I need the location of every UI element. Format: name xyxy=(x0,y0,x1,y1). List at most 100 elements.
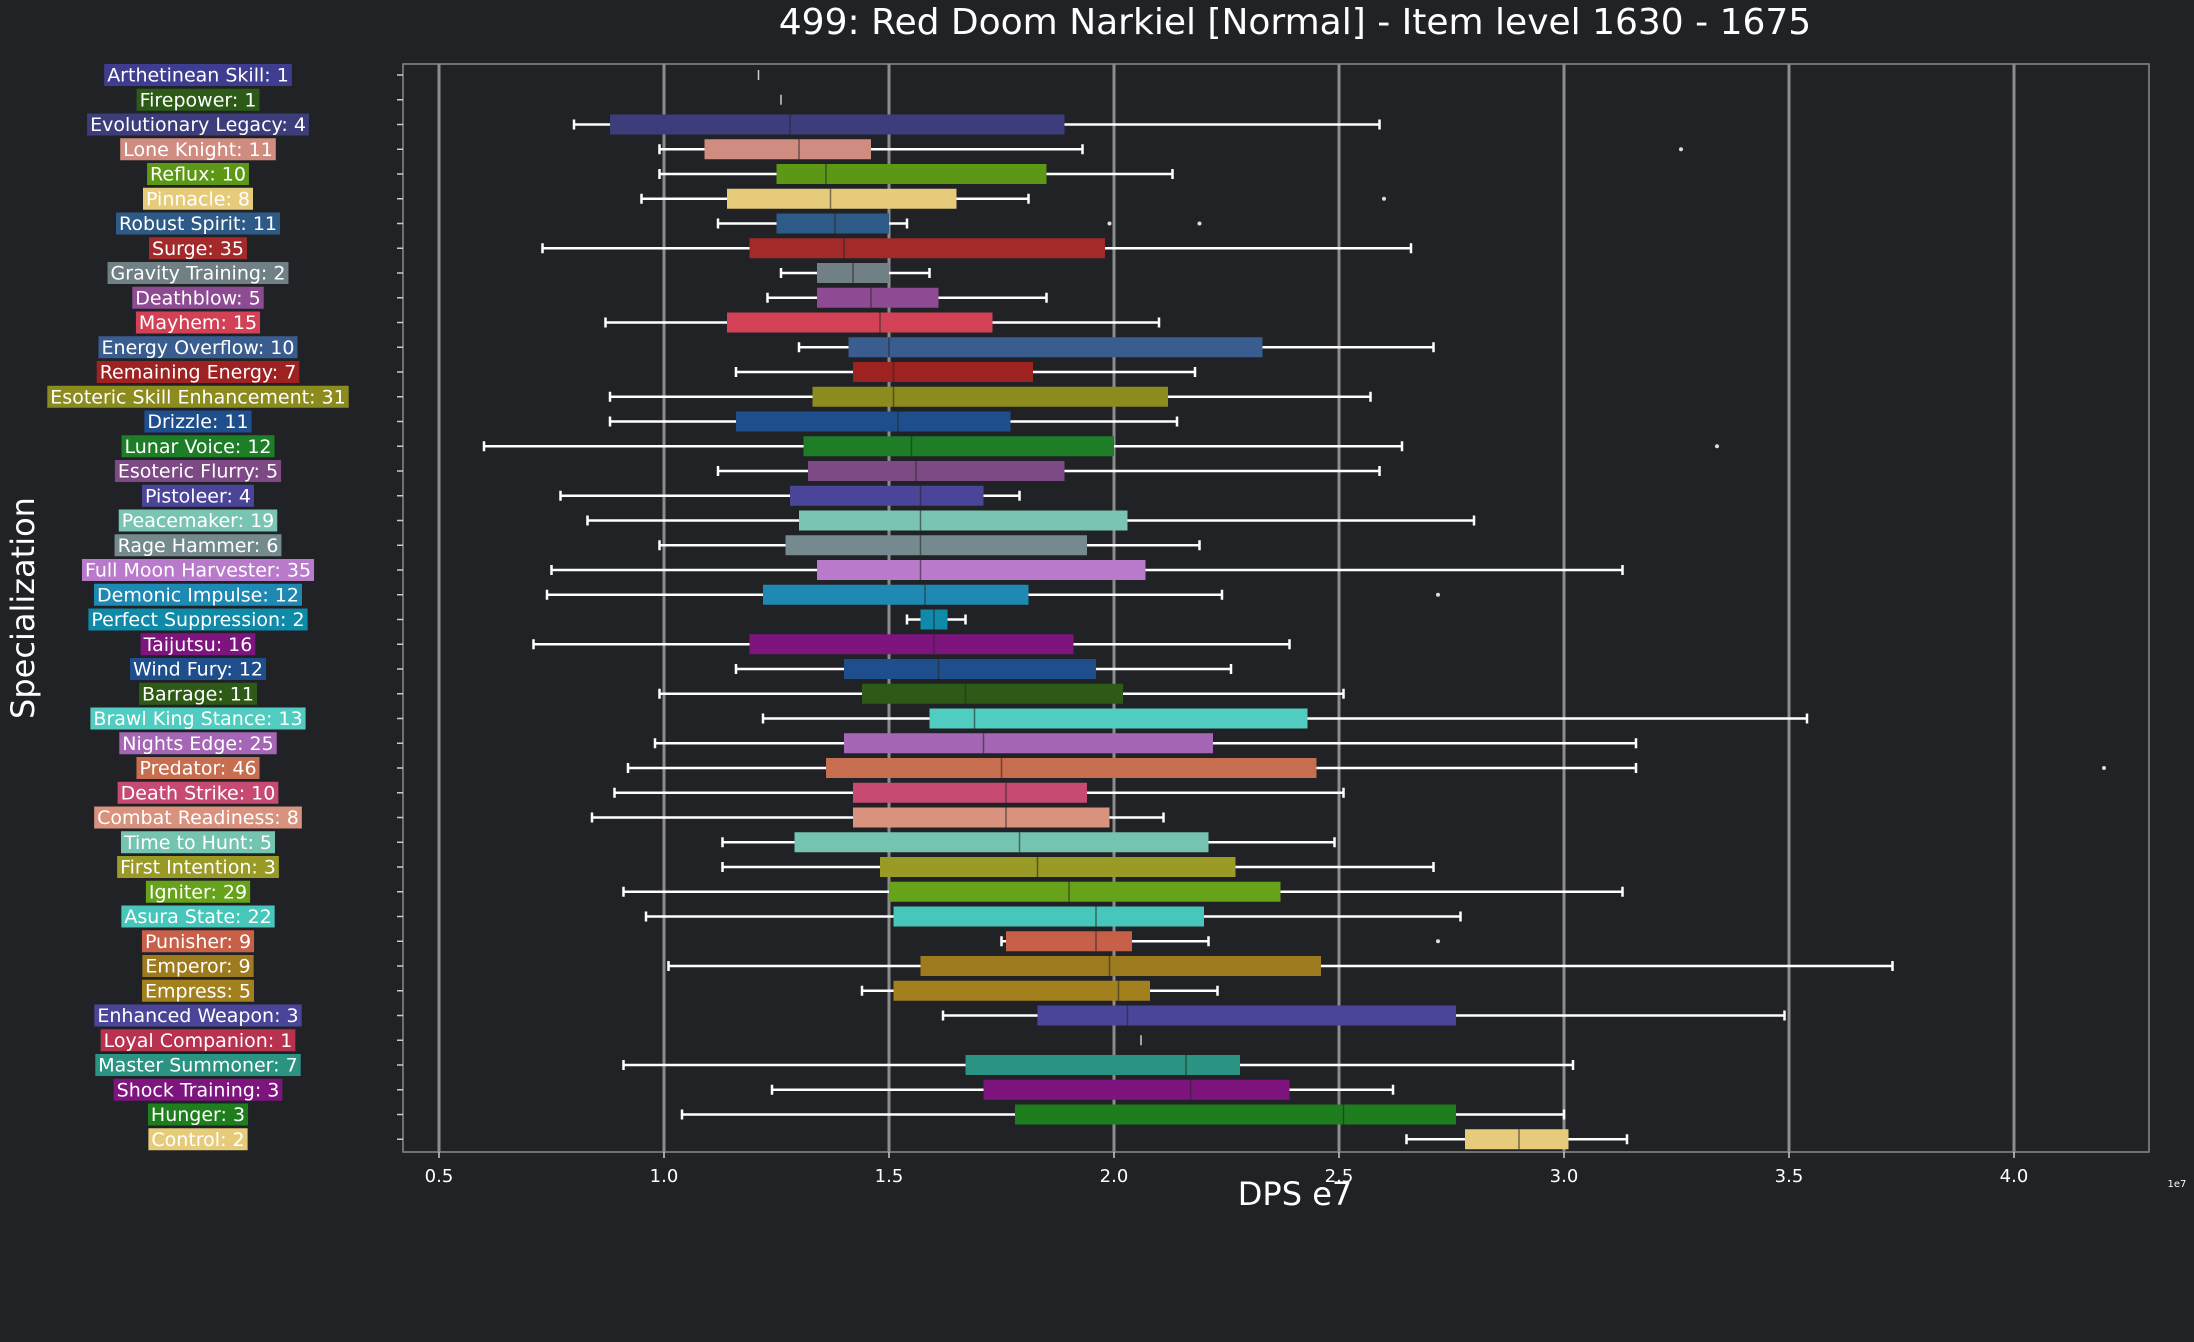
box-group xyxy=(658,164,1174,184)
category-label-background xyxy=(148,1128,248,1151)
category-label-group: Remaining Energy: 7 xyxy=(96,361,300,384)
box-group xyxy=(626,758,2106,778)
category-label-background xyxy=(149,237,247,260)
category-label-group: Reflux: 10 xyxy=(147,163,249,186)
category-label-background xyxy=(117,856,279,878)
category-label-background xyxy=(114,460,282,482)
category-label-group: Master Summoner: 7 xyxy=(95,1054,301,1077)
box-group xyxy=(590,807,1165,828)
category-label: Pinnacle: 8 xyxy=(146,188,250,210)
category-label-group: Punisher: 9 xyxy=(141,930,255,953)
category-label-background xyxy=(121,905,275,928)
box-group xyxy=(541,238,1413,259)
box-group xyxy=(608,411,1179,432)
box-group xyxy=(779,263,931,283)
category-label: Drizzle: 11 xyxy=(147,411,248,433)
category-label-background xyxy=(95,1054,301,1076)
box-group xyxy=(653,733,1638,754)
category-label-background xyxy=(136,757,260,779)
category-label-background xyxy=(87,113,309,136)
category-label-background xyxy=(113,1078,283,1101)
box-group xyxy=(550,560,1624,580)
outlier-point xyxy=(1715,444,1719,449)
category-label-background xyxy=(94,1004,302,1027)
category-label-group: Demonic Impulse: 12 xyxy=(94,583,302,606)
box-group xyxy=(640,188,1386,209)
category-label: Nights Edge: 25 xyxy=(122,733,273,755)
plot-area xyxy=(402,63,2150,1153)
box-group xyxy=(797,337,1435,358)
category-label-background xyxy=(114,534,282,557)
category-label-background xyxy=(145,880,251,903)
category-label-background xyxy=(94,583,302,606)
category-label-background xyxy=(96,361,300,383)
box-iqr xyxy=(1465,1129,1569,1150)
box-group xyxy=(766,287,1048,308)
box-group xyxy=(716,461,1381,481)
box-group xyxy=(572,114,1381,135)
category-label: Pistoleer: 4 xyxy=(145,485,251,507)
category-label: Wind Fury: 12 xyxy=(133,659,263,681)
box-group xyxy=(860,980,1219,1001)
box-iqr xyxy=(736,411,1011,432)
box-group xyxy=(545,584,1440,605)
category-label: Enhanced Weapon: 3 xyxy=(97,1005,298,1027)
category-label: Empress: 5 xyxy=(145,980,251,1002)
box-iqr xyxy=(799,510,1128,531)
category-label-group: Time to Hunt: 5 xyxy=(120,831,276,854)
category-label-group: Shock Training: 3 xyxy=(113,1078,283,1101)
category-label: Time to Hunt: 5 xyxy=(123,832,272,854)
category-label: Shock Training: 3 xyxy=(117,1079,280,1101)
category-label: Perfect Suppression: 2 xyxy=(91,609,304,631)
box-iqr xyxy=(848,337,1263,358)
category-label: Barrage: 11 xyxy=(142,683,254,705)
category-label-group: Predator: 46 xyxy=(136,757,260,780)
category-label-group: Robust Spirit: 11 xyxy=(115,212,281,235)
category-label-background xyxy=(88,608,308,631)
category-label-background xyxy=(118,509,278,532)
category-label: Gravity Training: 2 xyxy=(111,263,286,285)
box-group xyxy=(721,832,1336,853)
category-label: Lone Knight: 11 xyxy=(123,139,273,161)
box-group xyxy=(613,782,1345,803)
category-label: Taijutsu: 16 xyxy=(143,634,253,656)
category-label-background xyxy=(147,1103,249,1126)
outlier-point xyxy=(1436,939,1440,944)
box-iqr xyxy=(844,733,1213,754)
box-iqr xyxy=(812,386,1168,407)
box-group xyxy=(734,659,1233,679)
box-group xyxy=(716,213,1202,234)
category-label-background xyxy=(119,732,277,755)
outlier-point xyxy=(1382,196,1386,201)
y-axis-label: Specialization xyxy=(4,497,42,719)
category-label: Esoteric Skill Enhancement: 31 xyxy=(50,386,345,408)
category-label: Esoteric Flurry: 5 xyxy=(118,461,278,483)
category-label-group: Pistoleer: 4 xyxy=(142,484,254,507)
box-group xyxy=(761,708,1809,729)
category-label: Rage Hammer: 6 xyxy=(118,535,279,557)
box-iqr xyxy=(1015,1104,1456,1125)
category-label: Arthetinean Skill: 1 xyxy=(107,65,289,87)
box-group xyxy=(586,510,1476,531)
x-tick-label: 0.5 xyxy=(425,1166,454,1187)
category-label: Loyal Companion: 1 xyxy=(104,1030,293,1052)
category-label: Reflux: 10 xyxy=(150,164,246,186)
category-label: Hunger: 3 xyxy=(151,1104,245,1126)
category-label: Master Summoner: 7 xyxy=(98,1055,297,1077)
outlier-point xyxy=(1436,592,1440,597)
category-label: Deathblow: 5 xyxy=(135,287,260,309)
category-label: Robust Spirit: 11 xyxy=(119,213,277,235)
category-label-background xyxy=(115,212,281,235)
category-label-background xyxy=(120,138,276,161)
box-iqr xyxy=(844,659,1096,679)
outlier-point xyxy=(1107,221,1112,226)
box-iqr xyxy=(1037,1005,1456,1026)
box-iqr xyxy=(853,782,1087,803)
category-label-group: Energy Overflow: 10 xyxy=(98,336,298,359)
box-group xyxy=(770,1079,1395,1100)
category-label-background xyxy=(81,559,315,581)
box-group xyxy=(644,906,1462,927)
box-group xyxy=(905,609,967,630)
